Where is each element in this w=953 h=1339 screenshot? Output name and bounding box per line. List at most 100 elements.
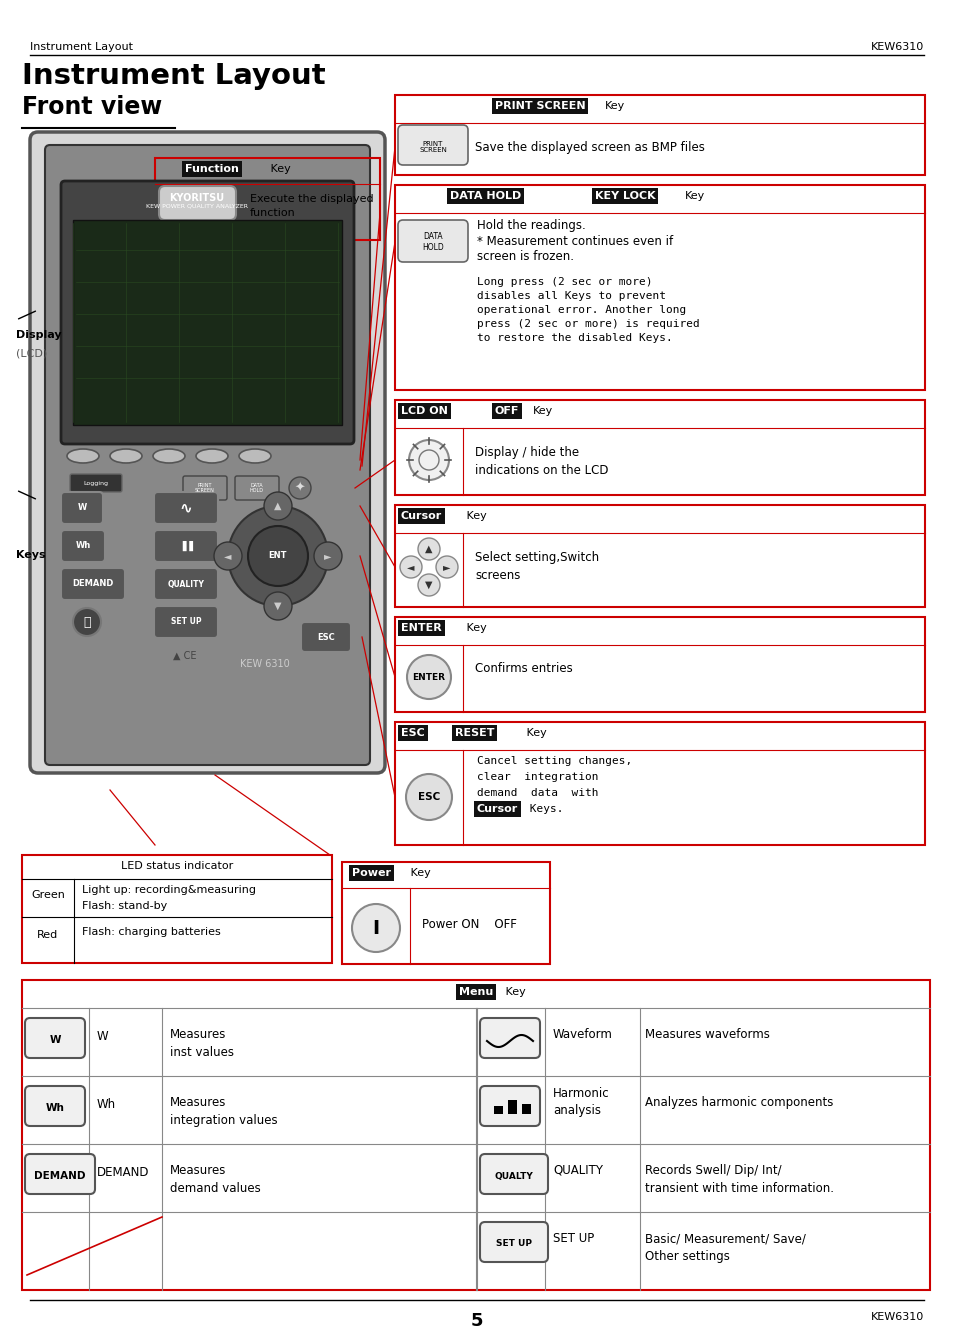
Text: Power: Power — [352, 868, 391, 878]
FancyBboxPatch shape — [153, 530, 218, 562]
Text: Key: Key — [501, 987, 525, 998]
Text: Cancel setting changes,: Cancel setting changes, — [476, 757, 632, 766]
Text: Display / hide the
indications on the LCD: Display / hide the indications on the LC… — [475, 446, 608, 477]
FancyBboxPatch shape — [397, 220, 468, 262]
Circle shape — [436, 556, 457, 578]
FancyBboxPatch shape — [479, 1154, 547, 1194]
Text: Confirms entries: Confirms entries — [475, 663, 572, 675]
Text: (LCD): (LCD) — [16, 348, 48, 358]
FancyBboxPatch shape — [159, 186, 235, 220]
Text: Power ON    OFF: Power ON OFF — [421, 917, 517, 931]
Circle shape — [314, 542, 341, 570]
Text: ▼: ▼ — [425, 580, 433, 590]
Text: DEMAND: DEMAND — [34, 1172, 86, 1181]
Text: OFF: OFF — [495, 406, 518, 416]
Bar — [395, 722, 924, 845]
Text: KEW POWER QUALITY ANALYZER: KEW POWER QUALITY ANALYZER — [146, 204, 248, 209]
Text: KYORITSU: KYORITSU — [170, 193, 224, 204]
Text: Key: Key — [604, 100, 624, 111]
Text: W: W — [77, 503, 87, 513]
Bar — [73, 220, 341, 424]
Bar — [341, 862, 550, 964]
Bar — [521, 1103, 531, 1114]
Text: * Measurement continues even if: * Measurement continues even if — [476, 236, 673, 248]
FancyBboxPatch shape — [25, 1154, 95, 1194]
Text: QUALITY: QUALITY — [168, 580, 204, 589]
Text: Key: Key — [522, 728, 546, 738]
Text: DEMAND: DEMAND — [72, 580, 113, 589]
FancyBboxPatch shape — [234, 475, 278, 499]
Text: ◄: ◄ — [407, 562, 415, 572]
FancyBboxPatch shape — [61, 491, 103, 524]
Circle shape — [409, 441, 449, 479]
Circle shape — [264, 491, 292, 520]
Ellipse shape — [110, 449, 142, 463]
Text: ENT: ENT — [269, 552, 287, 561]
Text: Harmonic
analysis: Harmonic analysis — [553, 1087, 609, 1117]
Text: QUALTY: QUALTY — [494, 1172, 533, 1181]
Text: Keys: Keys — [16, 550, 46, 560]
Text: PRINT
SCREEN: PRINT SCREEN — [194, 482, 214, 493]
Text: 5: 5 — [470, 1312, 483, 1330]
Text: Execute the displayed
function: Execute the displayed function — [250, 194, 374, 218]
FancyBboxPatch shape — [25, 1086, 85, 1126]
Text: Wh: Wh — [46, 1103, 65, 1113]
FancyBboxPatch shape — [30, 133, 385, 773]
Text: Flash: charging batteries: Flash: charging batteries — [82, 927, 220, 937]
Text: ESC: ESC — [417, 791, 439, 802]
Text: DATA HOLD: DATA HOLD — [450, 191, 520, 201]
Bar — [22, 856, 332, 963]
Circle shape — [418, 450, 438, 470]
Ellipse shape — [195, 449, 228, 463]
Text: ▲: ▲ — [274, 501, 281, 511]
Text: Display: Display — [16, 329, 62, 340]
Text: Analyzes harmonic components: Analyzes harmonic components — [644, 1097, 833, 1109]
FancyBboxPatch shape — [153, 607, 218, 637]
Bar — [507, 1101, 517, 1114]
Text: ENTER: ENTER — [412, 672, 445, 682]
FancyBboxPatch shape — [397, 125, 468, 165]
Text: Select setting,Switch
screens: Select setting,Switch screens — [475, 552, 598, 582]
Circle shape — [399, 556, 421, 578]
Text: QUALITY: QUALITY — [553, 1164, 602, 1177]
Text: Long press (2 sec or more)
disables all Keys to prevent
operational error. Anoth: Long press (2 sec or more) disables all … — [476, 277, 699, 343]
Text: Measures
integration values: Measures integration values — [170, 1097, 277, 1127]
Text: PRINT
SCREEN: PRINT SCREEN — [418, 141, 446, 154]
Text: ▲: ▲ — [425, 544, 433, 554]
FancyBboxPatch shape — [45, 145, 370, 765]
Text: clear  integration: clear integration — [476, 773, 598, 782]
Text: ESC: ESC — [316, 632, 335, 641]
Text: ENTER: ENTER — [400, 623, 441, 633]
Text: Basic/ Measurement/ Save/
Other settings: Basic/ Measurement/ Save/ Other settings — [644, 1232, 805, 1263]
FancyBboxPatch shape — [25, 1018, 85, 1058]
Text: KEW6310: KEW6310 — [870, 1312, 923, 1322]
Circle shape — [228, 506, 328, 607]
Text: Red: Red — [37, 931, 58, 940]
FancyBboxPatch shape — [70, 474, 122, 491]
Bar — [395, 617, 924, 712]
Ellipse shape — [67, 449, 99, 463]
Text: ▲ CE: ▲ CE — [173, 651, 196, 661]
Text: RESET: RESET — [455, 728, 494, 738]
Text: Instrument Layout: Instrument Layout — [30, 42, 132, 52]
Text: ∿: ∿ — [179, 501, 193, 516]
Text: Key: Key — [684, 191, 704, 201]
Text: DATA
HOLD: DATA HOLD — [421, 232, 443, 252]
Bar — [395, 505, 924, 607]
Text: DEMAND: DEMAND — [97, 1165, 150, 1178]
Text: Key: Key — [462, 623, 486, 633]
Text: PRINT SCREEN: PRINT SCREEN — [495, 100, 585, 111]
FancyBboxPatch shape — [301, 623, 351, 652]
Circle shape — [407, 655, 451, 699]
Text: KEW6310: KEW6310 — [870, 42, 923, 52]
Text: KEY LOCK: KEY LOCK — [595, 191, 655, 201]
Text: Green: Green — [31, 890, 65, 900]
FancyBboxPatch shape — [61, 530, 105, 562]
Text: W: W — [97, 1030, 109, 1043]
Circle shape — [213, 542, 242, 570]
FancyBboxPatch shape — [61, 181, 354, 445]
Text: Light up: recording&measuring: Light up: recording&measuring — [82, 885, 255, 894]
Text: Function: Function — [185, 163, 238, 174]
Bar — [395, 95, 924, 175]
Text: Key: Key — [407, 868, 431, 878]
